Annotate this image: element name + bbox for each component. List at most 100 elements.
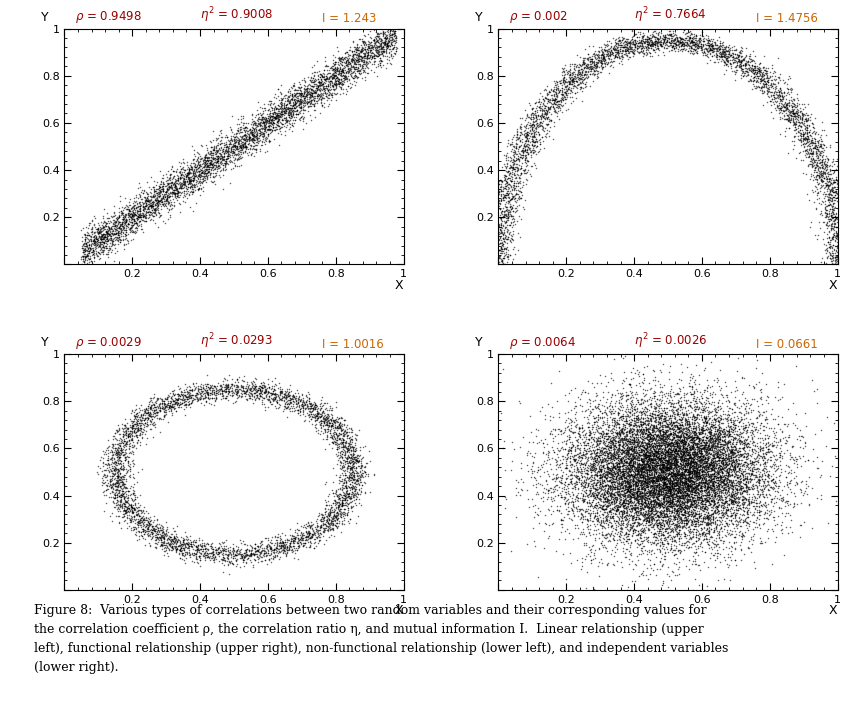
Point (794, 134, 807, 146)
Point (221, 550, 235, 561)
Point (624, 490, 637, 502)
Point (339, 477, 353, 488)
Point (656, 461, 670, 473)
Point (756, 87, 770, 99)
Point (687, 510, 701, 521)
Point (258, 113, 271, 124)
Point (656, 446, 670, 458)
Point (332, 501, 345, 513)
Point (669, 39, 683, 50)
Point (328, 510, 342, 521)
Point (557, 512, 571, 523)
Point (624, 424, 637, 435)
Point (494, 213, 508, 225)
Point (710, 508, 723, 519)
Point (615, 506, 629, 518)
Point (206, 543, 220, 555)
Point (125, 429, 138, 440)
Point (666, 433, 679, 445)
Point (276, 541, 289, 552)
Point (691, 496, 705, 508)
Point (549, 97, 563, 108)
Point (716, 425, 729, 436)
Point (675, 445, 689, 457)
Point (599, 503, 612, 514)
Point (635, 45, 649, 56)
Point (593, 450, 606, 461)
Point (656, 472, 670, 483)
Point (273, 102, 287, 114)
Point (643, 32, 656, 44)
Point (313, 403, 326, 415)
Point (200, 387, 214, 398)
Point (614, 473, 628, 484)
Point (602, 516, 616, 528)
Point (670, 469, 684, 480)
Point (149, 204, 162, 216)
Point (684, 481, 698, 493)
Point (207, 554, 221, 566)
Point (682, 520, 696, 531)
Point (812, 144, 825, 155)
Point (659, 438, 673, 450)
Point (711, 446, 725, 458)
Point (700, 462, 714, 473)
Point (808, 174, 822, 185)
Point (199, 159, 213, 170)
Point (693, 450, 707, 462)
Point (642, 400, 655, 411)
Point (689, 515, 703, 526)
Point (324, 432, 338, 443)
Point (151, 196, 165, 207)
Point (320, 82, 334, 94)
Point (614, 455, 628, 466)
Point (149, 186, 162, 197)
Point (583, 462, 597, 473)
Point (601, 470, 615, 482)
Point (649, 475, 663, 487)
Point (736, 467, 750, 478)
Point (314, 414, 328, 425)
Point (740, 66, 754, 77)
Point (335, 482, 349, 493)
Point (752, 433, 765, 444)
Point (644, 430, 658, 441)
Point (633, 440, 647, 451)
Point (664, 409, 678, 420)
Point (139, 216, 153, 227)
Point (733, 500, 746, 511)
Point (667, 488, 680, 500)
Point (504, 465, 518, 476)
Point (688, 516, 702, 527)
Point (653, 26, 667, 37)
Point (240, 134, 253, 146)
Point (716, 463, 730, 475)
Point (827, 192, 841, 203)
Point (143, 403, 157, 414)
Point (144, 413, 158, 425)
Point (507, 129, 521, 141)
Point (721, 478, 734, 490)
Point (726, 476, 740, 488)
Point (614, 453, 628, 465)
Point (331, 74, 344, 86)
Point (290, 385, 304, 396)
Point (737, 444, 751, 455)
Point (710, 451, 723, 463)
Point (132, 220, 146, 231)
Point (774, 84, 788, 95)
Point (283, 108, 297, 119)
Point (748, 440, 762, 452)
Point (339, 59, 353, 71)
Point (564, 513, 578, 524)
Point (828, 235, 842, 247)
Point (277, 538, 290, 550)
Point (687, 435, 701, 447)
Point (90, 239, 104, 250)
Point (655, 458, 669, 469)
Point (643, 32, 657, 44)
Point (815, 146, 829, 157)
Point (639, 461, 653, 473)
Point (716, 443, 729, 454)
Point (715, 467, 728, 478)
